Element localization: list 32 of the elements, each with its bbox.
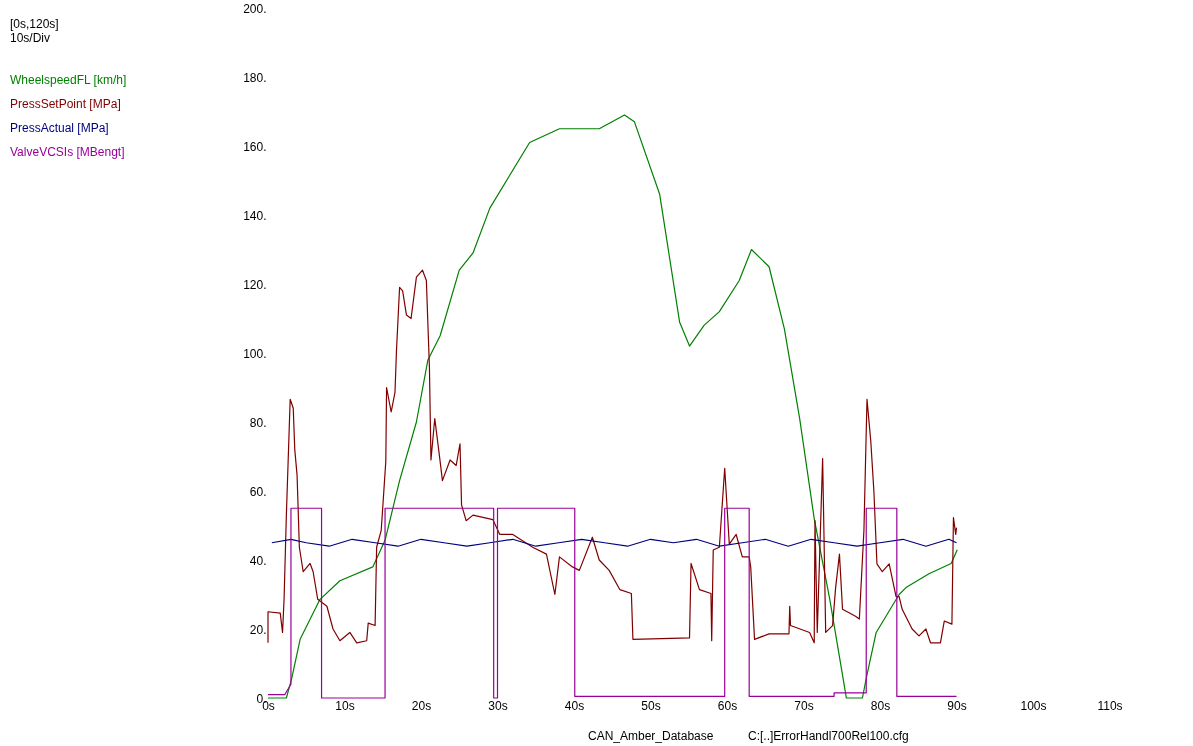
y-tick-label: 200. <box>243 1 267 16</box>
line-series <box>267 269 958 644</box>
text: [0s,120s] <box>10 17 59 31</box>
line-series <box>267 507 958 699</box>
text: CAN_Amber_Database <box>588 729 714 743</box>
y-tick-label: 60. <box>249 484 267 499</box>
y-tick-label: 40. <box>249 553 267 568</box>
x-tick-label: 100s <box>1020 698 1047 713</box>
x-tick-label: 50s <box>641 698 661 713</box>
y-tick-label: 180. <box>243 70 267 85</box>
text: ValveVCSIs [MBengt] <box>10 145 125 159</box>
y-tick-label: 20. <box>249 622 267 637</box>
text: WheelspeedFL [km/h] <box>10 73 127 87</box>
x-tick-label: 90s <box>947 698 967 713</box>
y-tick-label: 120. <box>243 277 267 292</box>
text: PressActual [MPa] <box>10 121 109 135</box>
x-tick-label: 30s <box>488 698 508 713</box>
x-tick-label: 70s <box>794 698 814 713</box>
x-tick-label: 20s <box>411 698 432 713</box>
x-tick-label: 60s <box>717 698 738 713</box>
text: C:[..]ErrorHandl700Rel100.cfg <box>748 729 909 743</box>
line-series <box>267 114 958 699</box>
text: PressSetPoint [MPa] <box>10 97 121 111</box>
x-tick-label: 10s <box>335 698 355 713</box>
y-tick-label: 140. <box>243 208 267 223</box>
y-tick-label: 100. <box>243 346 267 361</box>
y-tick-label: 160. <box>243 139 267 154</box>
text: 10s/Div <box>10 31 51 45</box>
x-tick-label: 80s <box>870 698 891 713</box>
x-tick-label: 40s <box>564 698 585 713</box>
y-tick-label: 80. <box>249 415 267 430</box>
x-tick-label: 110s <box>1097 698 1123 713</box>
